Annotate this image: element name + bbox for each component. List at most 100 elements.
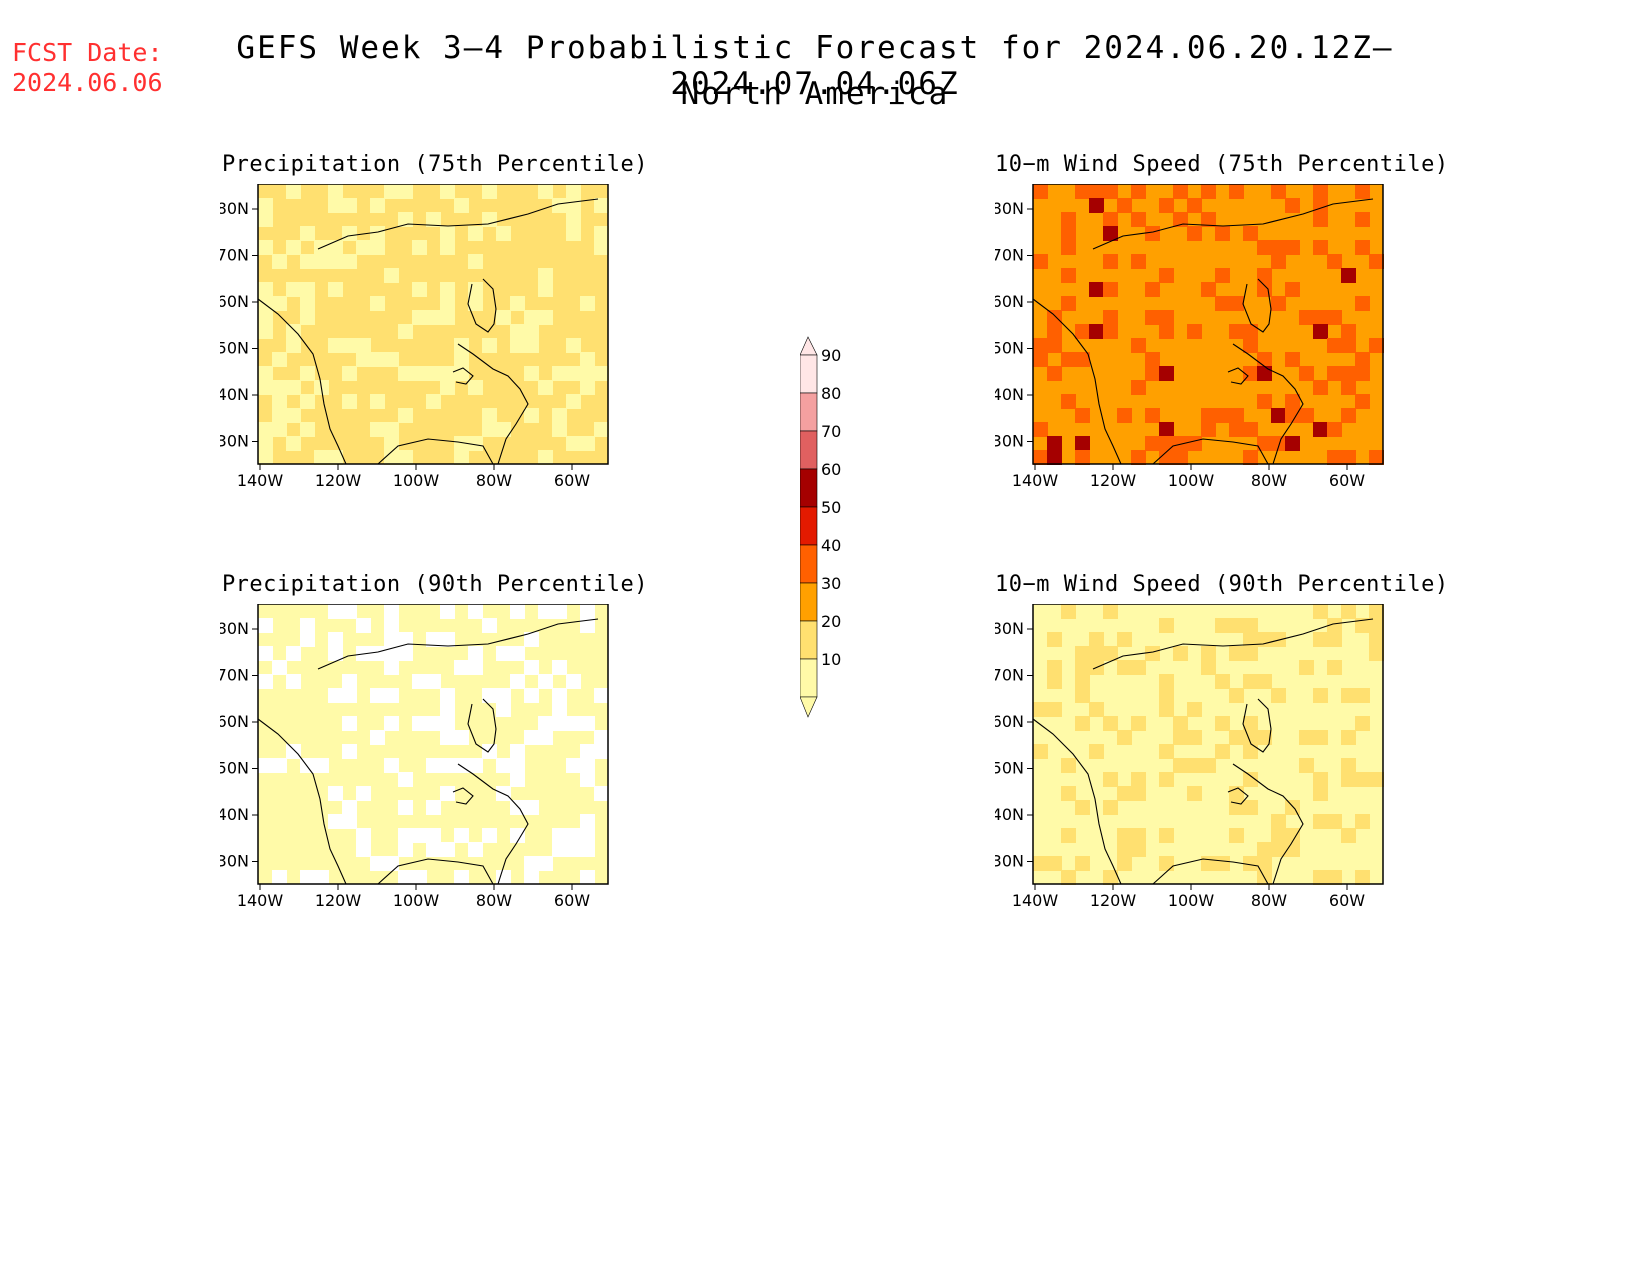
map-cell xyxy=(538,674,553,689)
map-cell xyxy=(286,282,301,297)
map-cell xyxy=(1145,366,1160,381)
map-cell xyxy=(286,240,301,255)
map-cell xyxy=(258,646,273,661)
map-cell xyxy=(1173,450,1188,465)
map-cell xyxy=(594,744,609,759)
map-cell xyxy=(342,744,357,759)
map-cell xyxy=(1355,814,1370,829)
map-cell xyxy=(1271,436,1286,451)
map-frame xyxy=(257,184,609,465)
map-cell xyxy=(1313,604,1328,619)
map-cell xyxy=(1187,786,1202,801)
map-cell xyxy=(1257,366,1272,381)
map-cell xyxy=(1061,870,1076,885)
map-cell xyxy=(1271,184,1286,199)
map-cell xyxy=(454,352,469,367)
page-title: GEFS Week 3–4 Probabilistic Forecast for… xyxy=(236,30,1394,102)
map-cell xyxy=(1103,226,1118,241)
map-cell xyxy=(1103,646,1118,661)
map-cell xyxy=(384,184,399,199)
map-cell xyxy=(1145,646,1160,661)
map-cell xyxy=(328,338,343,353)
map-cell xyxy=(566,226,581,241)
map-cell xyxy=(1257,240,1272,255)
map-field xyxy=(258,184,609,465)
map-cell xyxy=(384,604,399,619)
lat-label: 80N xyxy=(220,619,249,638)
map-cell xyxy=(412,366,427,381)
map-cell xyxy=(1061,296,1076,311)
map-cell xyxy=(356,828,371,843)
map-cell xyxy=(538,268,553,283)
map-cell xyxy=(384,688,399,703)
map-cell xyxy=(594,226,609,241)
map-cell xyxy=(1159,268,1174,283)
coastline-1 xyxy=(1242,278,1272,333)
map-cell xyxy=(1369,772,1384,787)
map-cell xyxy=(580,296,595,311)
map-cell xyxy=(1131,786,1146,801)
map-cell xyxy=(454,338,469,353)
map-cell xyxy=(1257,674,1272,689)
map-cell xyxy=(1243,632,1258,647)
map-cell xyxy=(1159,198,1174,213)
map-cell xyxy=(286,338,301,353)
lon-label: 100W xyxy=(1168,891,1215,910)
map-cell xyxy=(1047,450,1062,465)
map-cell xyxy=(538,450,553,465)
map-cell xyxy=(398,828,413,843)
map-cell xyxy=(1313,814,1328,829)
map-cell xyxy=(468,842,483,857)
map-cell xyxy=(524,856,539,871)
map-cell xyxy=(1033,856,1048,871)
map-cell xyxy=(1243,716,1258,731)
map-cell xyxy=(398,772,413,787)
map-cell xyxy=(1271,842,1286,857)
map-cell xyxy=(538,730,553,745)
panel-wind75: 10−m Wind Speed (75th Percentile) 80N 70N… xyxy=(995,152,1448,522)
map-cell xyxy=(314,450,329,465)
map-cell xyxy=(1229,688,1244,703)
map-cell xyxy=(1061,212,1076,227)
map-cell xyxy=(482,422,497,437)
map-cell xyxy=(398,408,413,423)
map-cell xyxy=(1243,674,1258,689)
map-cell xyxy=(580,618,595,633)
map-cell xyxy=(468,296,483,311)
map-cell xyxy=(328,632,343,647)
map-cell xyxy=(1369,254,1384,269)
map-cell xyxy=(1369,618,1384,633)
map-cell xyxy=(580,814,595,829)
map-cell xyxy=(1117,408,1132,423)
map-cell xyxy=(356,338,371,353)
map-cell xyxy=(440,758,455,773)
map-frame xyxy=(1032,184,1384,465)
map-cell xyxy=(300,226,315,241)
panel-precip75: Precipitation (75th Percentile) 80N 70N 60… xyxy=(220,152,650,522)
lon-label: 60W xyxy=(1329,471,1365,490)
map-cell xyxy=(1341,828,1356,843)
map-cell xyxy=(1187,198,1202,213)
map-cell xyxy=(496,310,511,325)
map-cell xyxy=(286,380,301,395)
map-cell xyxy=(1201,184,1216,199)
map-cell xyxy=(1257,730,1272,745)
coastline-5 xyxy=(377,858,494,885)
map-cell xyxy=(1243,618,1258,633)
map-cell xyxy=(384,716,399,731)
map-cell xyxy=(426,212,441,227)
map-cell xyxy=(1327,310,1342,325)
panel-title: Precipitation (90th Percentile) xyxy=(221,572,649,597)
map-cell xyxy=(1313,240,1328,255)
map-cell xyxy=(1341,408,1356,423)
map-cell xyxy=(440,226,455,241)
map-cell xyxy=(1327,338,1342,353)
coastline-3 xyxy=(317,198,599,250)
map-cell xyxy=(580,352,595,367)
map-cell xyxy=(1285,352,1300,367)
map-cell xyxy=(370,730,385,745)
map-cell xyxy=(1285,800,1300,815)
map-cell xyxy=(566,212,581,227)
lon-label: 60W xyxy=(1329,891,1365,910)
map-cell xyxy=(342,674,357,689)
